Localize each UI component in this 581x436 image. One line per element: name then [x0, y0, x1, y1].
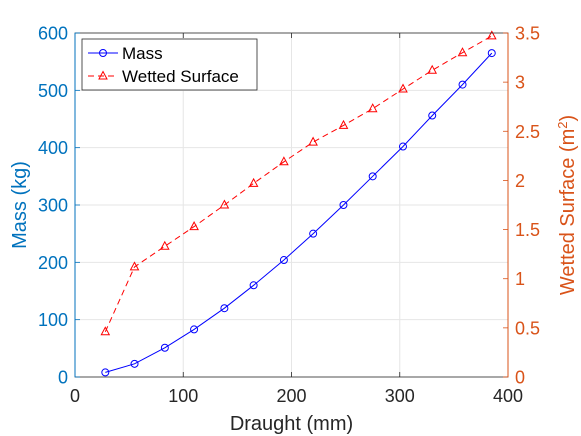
x-tick-label: 300 — [385, 386, 415, 406]
mass-point — [309, 229, 318, 238]
mass-point — [368, 172, 377, 181]
wetted-surface-point — [398, 83, 408, 93]
wetted-surface-point — [248, 177, 259, 187]
mass-series-line — [105, 52, 493, 373]
left-tick-label: 200 — [38, 253, 68, 273]
legend-wetted-surface-label: Wetted Surface — [122, 67, 239, 86]
x-tick-label: 200 — [276, 386, 306, 406]
right-axis-label-superscript: 2 — [555, 122, 570, 129]
right-axis-label: Wetted Surface (m2) — [555, 115, 579, 295]
legend: Mass Wetted Surface — [81, 38, 258, 91]
wetted-surface-point — [219, 199, 230, 209]
right-axis-label-main: Wetted Surface (m — [557, 129, 579, 295]
mass-point — [487, 49, 496, 58]
x-tick-label: 400 — [493, 386, 523, 406]
wetted-surface-point — [279, 156, 289, 166]
mass-point — [458, 80, 467, 89]
right-axis-label-close: ) — [557, 115, 579, 122]
wetted-surface-point — [129, 261, 140, 271]
legend-mass-marker — [99, 49, 107, 57]
mass-point — [279, 256, 288, 265]
right-tick-label: 1 — [515, 269, 525, 289]
left-tick-label: 600 — [38, 24, 68, 44]
x-tick-label: 0 — [70, 386, 80, 406]
left-axis-label: Mass (kg) — [9, 161, 31, 249]
mass-point — [428, 111, 437, 120]
wetted-surface-point — [308, 136, 318, 146]
mass-point — [130, 359, 139, 368]
right-tick-label: 0 — [515, 368, 525, 388]
x-axis-label: Draught (mm) — [230, 413, 353, 435]
mass-point — [398, 142, 407, 151]
right-tick-label: 3.5 — [515, 24, 540, 44]
wetted-surface-point — [486, 30, 497, 40]
right-tick-label: 0.5 — [515, 318, 540, 338]
left-tick-label: 500 — [38, 81, 68, 101]
mass-point — [249, 281, 258, 290]
mass-point — [339, 201, 348, 209]
right-tick-label: 2 — [515, 171, 525, 191]
wetted-surface-point — [159, 240, 170, 250]
mass-point — [220, 304, 229, 313]
wetted-surface-point — [100, 326, 111, 336]
right-tick-label: 3 — [515, 73, 525, 93]
x-tick-label: 100 — [168, 386, 198, 406]
wetted-surface-point — [338, 119, 349, 129]
left-tick-label: 0 — [58, 368, 68, 388]
mass-point — [101, 368, 110, 377]
left-tick-label: 300 — [38, 196, 68, 216]
legend-wetted-surface-marker — [98, 70, 108, 80]
right-tick-label: 2.5 — [515, 122, 540, 142]
wetted-surface-point — [457, 47, 468, 57]
wetted-surface-point — [367, 103, 378, 113]
mass-point — [190, 325, 199, 334]
series-layer — [100, 30, 497, 377]
legend-box — [81, 38, 258, 91]
left-tick-label: 100 — [38, 310, 68, 330]
wetted-surface-point — [427, 64, 438, 74]
left-tick-label: 400 — [38, 138, 68, 158]
wetted-surface-point — [189, 221, 199, 231]
mass-point — [160, 343, 169, 352]
legend-mass-label: Mass — [122, 44, 163, 63]
axes: 0 100 200 300 400010020030040050060000.511.5… — [38, 24, 540, 407]
wetted-surface-series-line — [104, 35, 493, 333]
right-tick-label: 1.5 — [515, 220, 540, 240]
